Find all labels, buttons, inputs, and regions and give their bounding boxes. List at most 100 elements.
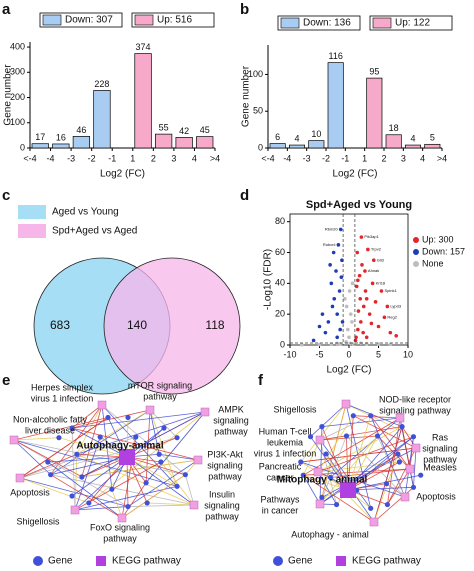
x-tick-label: 2 bbox=[151, 153, 156, 163]
point bbox=[323, 330, 328, 335]
gene-node bbox=[350, 413, 356, 419]
point bbox=[330, 304, 335, 309]
pathway-label: signaling bbox=[204, 500, 240, 510]
gene-label: Spink1 bbox=[384, 288, 397, 293]
point bbox=[373, 300, 378, 304]
gene-label: Gli3 bbox=[377, 257, 385, 262]
edge bbox=[19, 437, 178, 479]
edge bbox=[81, 459, 199, 478]
edge bbox=[19, 477, 89, 504]
pathway-node bbox=[193, 455, 203, 465]
data-label: 10 bbox=[311, 129, 321, 139]
gene-node bbox=[74, 451, 80, 457]
point bbox=[355, 250, 360, 255]
legend-label: Gene bbox=[48, 556, 73, 567]
x-tick-label: >4 bbox=[437, 153, 447, 163]
gene-label: Ahnak bbox=[368, 268, 379, 273]
pathway-label: Measles bbox=[423, 462, 457, 472]
gene-node bbox=[319, 494, 325, 500]
data-label: 5 bbox=[430, 133, 435, 143]
pathway-node bbox=[369, 517, 379, 527]
gene-node bbox=[105, 414, 111, 421]
legend-label: Up: 300 bbox=[422, 234, 454, 244]
x-axis-label: Log2 (FC) bbox=[332, 169, 377, 180]
point bbox=[338, 327, 342, 332]
pathway-label: leukemia bbox=[267, 437, 303, 447]
edge bbox=[330, 417, 401, 478]
panel-label: f bbox=[258, 372, 264, 389]
edge bbox=[145, 411, 206, 484]
edge bbox=[321, 403, 347, 498]
pathway-node bbox=[97, 400, 107, 410]
edge bbox=[401, 426, 411, 470]
x-tick-label: -5 bbox=[315, 349, 323, 359]
gene-label: Lypd3 bbox=[390, 304, 402, 309]
gene-label: Pik3ap1 bbox=[364, 234, 379, 239]
pathway-label: mTOR signaling bbox=[128, 380, 192, 390]
point bbox=[364, 335, 369, 340]
point bbox=[340, 320, 345, 324]
edge bbox=[126, 437, 178, 458]
point bbox=[394, 333, 399, 338]
y-tick-label: 200 bbox=[10, 92, 25, 102]
point bbox=[337, 289, 342, 293]
gene-node bbox=[410, 434, 417, 440]
edge bbox=[50, 474, 195, 506]
pathway-label: NOD-like receptor bbox=[379, 394, 451, 404]
pathway-label: signaling pathway bbox=[379, 405, 451, 415]
point bbox=[379, 289, 384, 293]
y-tick-label: 40 bbox=[275, 278, 285, 288]
legend-marker bbox=[273, 556, 283, 566]
gene-node bbox=[56, 435, 62, 441]
gene-node bbox=[158, 459, 164, 465]
data-label: 46 bbox=[76, 125, 86, 135]
edge bbox=[347, 436, 414, 491]
legend-label: Down: 307 bbox=[65, 15, 113, 26]
edge bbox=[13, 439, 129, 507]
pathway-label: signaling bbox=[213, 415, 249, 425]
hub-node bbox=[340, 482, 356, 498]
pathway-node bbox=[400, 492, 410, 502]
x-axis-label: Log2 (FC) bbox=[326, 365, 371, 376]
data-label: 6 bbox=[275, 132, 280, 142]
point bbox=[332, 296, 337, 301]
edge bbox=[127, 459, 199, 507]
x-tick-label: 4 bbox=[420, 153, 425, 163]
y-tick-label: 300 bbox=[10, 67, 25, 77]
edge bbox=[126, 456, 129, 507]
pathway-node bbox=[315, 499, 325, 509]
point bbox=[361, 330, 365, 335]
y-tick-label: 80 bbox=[275, 216, 285, 226]
gene-node bbox=[368, 505, 374, 511]
edge bbox=[319, 435, 347, 505]
data-label: 42 bbox=[179, 126, 189, 136]
pathway-label: Ras bbox=[432, 432, 449, 442]
y-axis-label: -Log10 (FDR) bbox=[263, 249, 274, 310]
point bbox=[376, 324, 381, 329]
x-tick-label: -3 bbox=[67, 153, 75, 163]
pathway-label: Non-alcoholic fatty bbox=[13, 414, 88, 424]
hub-label: Mitophagy - animal bbox=[277, 475, 368, 486]
edge bbox=[50, 474, 123, 519]
edge bbox=[319, 453, 399, 505]
edge bbox=[184, 474, 195, 506]
gene-node bbox=[156, 451, 162, 457]
point bbox=[317, 324, 322, 329]
legend-swatch bbox=[42, 14, 62, 26]
gene-node bbox=[143, 480, 149, 486]
gene-node bbox=[298, 459, 304, 465]
pathway-node bbox=[145, 405, 155, 415]
legend-marker bbox=[96, 556, 106, 566]
edge bbox=[347, 435, 378, 491]
pathway-label: virus 1 infection bbox=[254, 448, 317, 458]
legend-label: None bbox=[422, 258, 444, 268]
x-tick-label: 4 bbox=[192, 153, 197, 163]
panel-label: a bbox=[2, 1, 11, 18]
legend-label: Gene bbox=[288, 556, 313, 567]
y-axis-label: Gene number bbox=[3, 64, 14, 126]
pathway-label: Autophagy - animal bbox=[291, 529, 369, 539]
edge bbox=[58, 437, 128, 458]
data-label: 95 bbox=[369, 66, 379, 76]
data-label: 374 bbox=[136, 42, 151, 52]
bar bbox=[308, 140, 325, 149]
